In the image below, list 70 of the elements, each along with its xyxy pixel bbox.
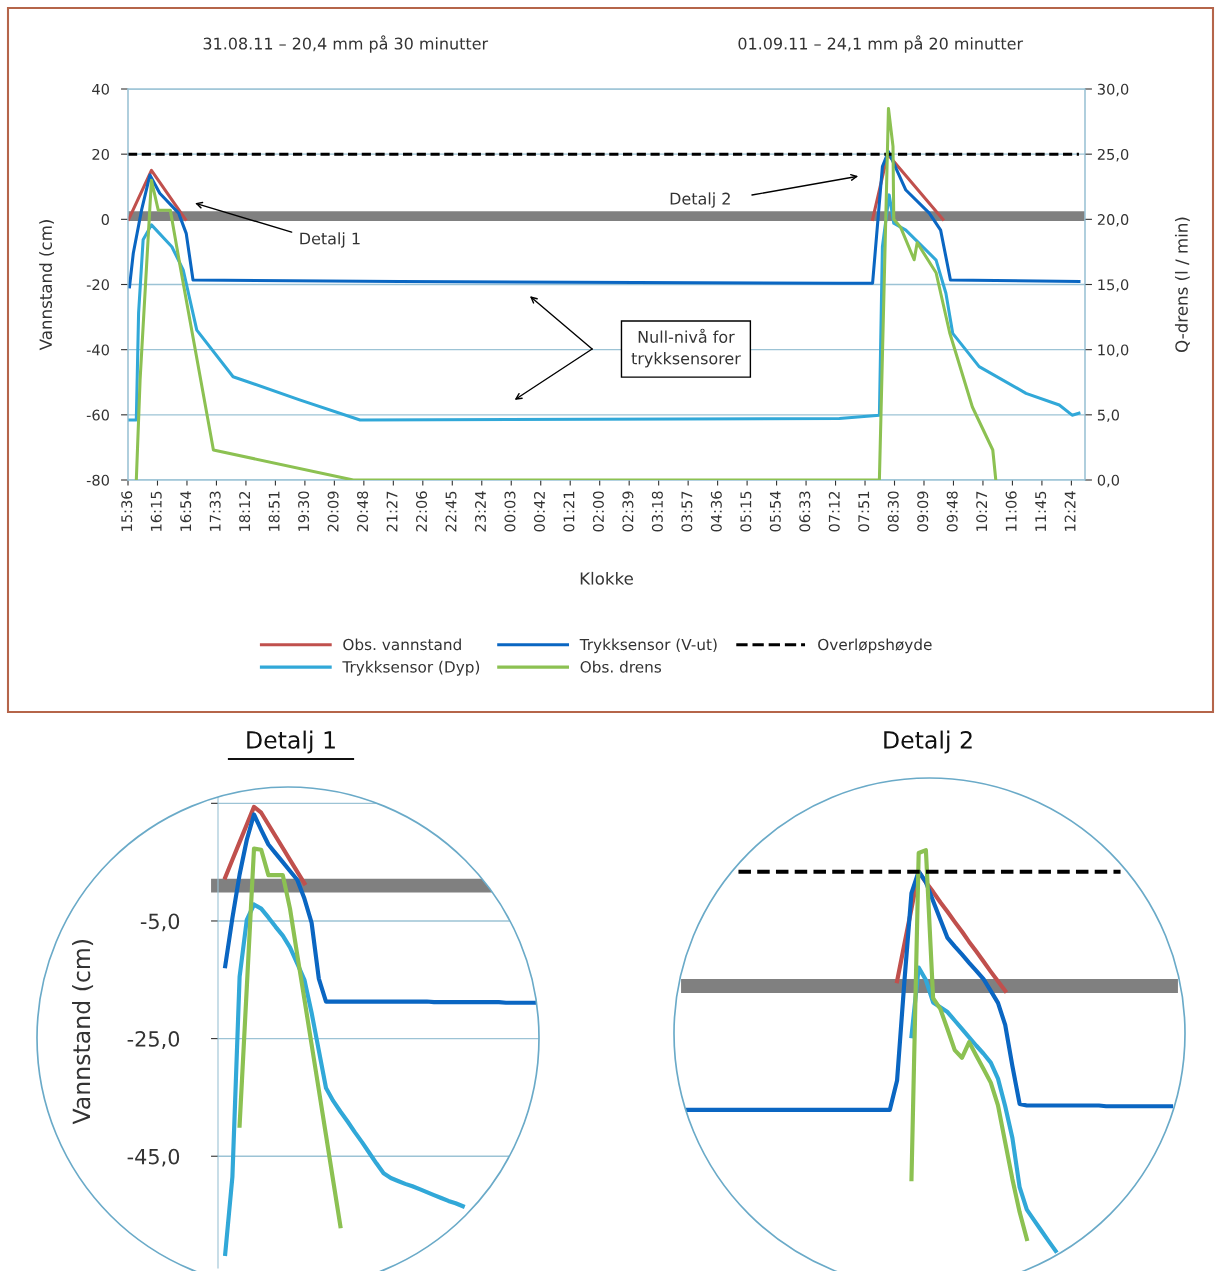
x-tick-label: 02:39	[622, 491, 634, 532]
y-tick-label: -60	[86, 409, 109, 421]
x-tick-label: 07:12	[828, 491, 840, 532]
x-tick-label: 05:54	[769, 491, 781, 532]
y2-tick-label: 30,0	[1097, 83, 1129, 97]
y-tick-label: -80	[86, 474, 109, 486]
y2-tick-label: 5,0	[1097, 409, 1120, 423]
y-tick-label: -20	[86, 279, 109, 291]
annotation: Detalj 2	[670, 192, 730, 208]
x-tick-label: 08:30	[887, 491, 899, 532]
annotation: Detalj 1	[300, 232, 360, 248]
y2-tick-label: 0,0	[1097, 474, 1120, 488]
x-tick-label: 21:27	[386, 491, 398, 532]
x-tick-label: 09:48	[946, 491, 958, 532]
y-tick-label: 0	[101, 214, 109, 226]
text: 31.08.11 – 20,4 mm på 30 minutter	[203, 35, 489, 53]
y-tick-label: -25,0	[127, 1031, 180, 1049]
x-tick-label: 00:03	[504, 491, 516, 532]
line-series	[223, 812, 537, 1005]
y-tick-label: 20	[92, 148, 109, 160]
x-tick-label: 07:51	[858, 491, 870, 532]
x-tick-label: 11:45	[1035, 491, 1047, 531]
x-tick-label: 04:36	[710, 491, 722, 532]
y2-axis-title: Q-drens (l / min)	[1174, 217, 1190, 352]
x-tick-label: 15:36	[121, 491, 133, 531]
line-series	[223, 804, 307, 886]
y-tick-label: 40	[92, 83, 109, 95]
x-tick-label: 10:27	[976, 491, 988, 531]
line-series	[237, 846, 343, 1229]
chart-title: Detalj 1	[247, 730, 335, 754]
y2-tick-label: 25,0	[1097, 148, 1129, 162]
x-axis-title: Klokke	[580, 571, 633, 585]
x-tick-label: 17:33	[209, 491, 221, 531]
y-axis-title: Vannstand (cm)	[72, 939, 94, 1125]
x-tick-label: 03:18	[651, 491, 663, 532]
x-tick-label: 11:06	[1005, 491, 1017, 531]
y-tick-label: -45,0	[127, 1148, 180, 1167]
x-tick-label: 18:12	[239, 491, 251, 531]
x-tick-label: 22:45	[445, 491, 457, 532]
y-tick-label: -40	[86, 344, 109, 356]
x-tick-label: 12:24	[1064, 491, 1076, 531]
legend-label: Obs. drens	[580, 660, 662, 673]
y-tick-label: -5,0	[140, 913, 180, 932]
x-tick-label: 06:33	[799, 491, 811, 532]
x-tick-label: 20:09	[327, 491, 339, 532]
x-tick-label: 22:06	[416, 491, 428, 532]
legend-label: Trykksensor (Dyp)	[342, 660, 480, 676]
y2-tick-label: 15,0	[1098, 279, 1129, 292]
x-tick-label: 00:42	[533, 491, 545, 532]
x-tick-label: 16:54	[180, 491, 192, 531]
x-tick-label: 20:48	[357, 491, 369, 532]
x-tick-label: 03:57	[681, 491, 693, 532]
annotation: Null-nivå for trykksensorer	[631, 328, 741, 368]
text: 01.09.11 – 24,1 mm på 20 minutter	[738, 35, 1024, 53]
x-tick-label: 18:51	[268, 491, 280, 531]
x-tick-label: 09:09	[917, 491, 929, 532]
y2-tick-label: 10,0	[1098, 344, 1129, 357]
line-series	[223, 902, 465, 1256]
x-tick-label: 02:00	[592, 491, 604, 532]
x-tick-label: 05:15	[740, 491, 752, 532]
chart-title: Detalj 2	[884, 730, 972, 754]
y-axis-title: Vannstand (cm)	[39, 220, 54, 351]
legend-label: Trykksensor (V-ut)	[579, 638, 717, 654]
x-tick-label: 16:15	[150, 491, 162, 531]
x-tick-label: 01:21	[563, 491, 575, 532]
x-tick-label: 19:30	[298, 491, 310, 531]
y2-tick-label: 20,0	[1097, 214, 1129, 227]
x-tick-label: 23:24	[474, 491, 486, 532]
legend-label: Overløpshøyde	[818, 638, 932, 654]
legend-label: Obs. vannstand	[343, 638, 461, 651]
